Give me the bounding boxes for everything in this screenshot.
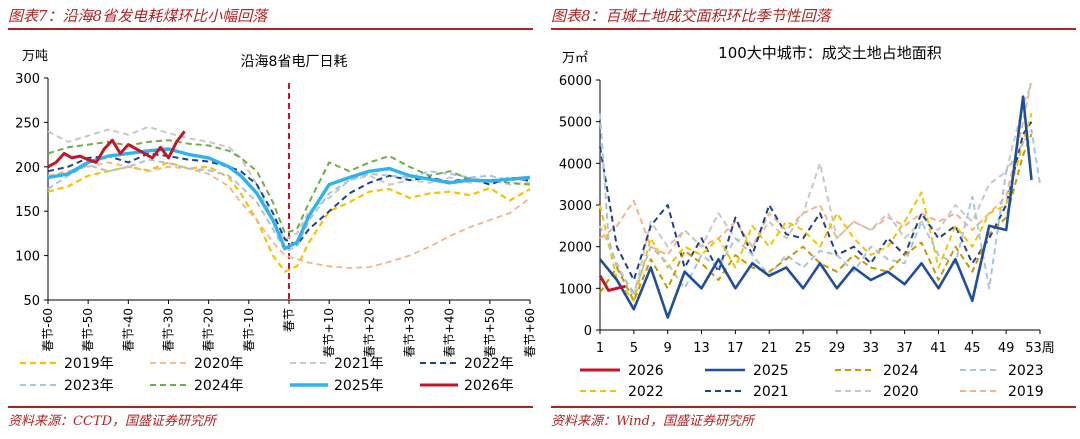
y-tick-label: 4000	[559, 157, 592, 172]
legend-label-2019: 2019	[1008, 384, 1044, 400]
y-tick-label: 5000	[559, 116, 592, 131]
x-tick-label: 春节-60	[41, 308, 55, 352]
left-title-rule	[8, 28, 533, 30]
legend-label-2025年: 2025年	[334, 378, 384, 394]
x-tick-label: 17	[727, 341, 744, 356]
series-line-2019年	[47, 161, 531, 273]
x-tick-label: 春节-10	[242, 308, 256, 352]
right-title-rule	[551, 28, 1076, 30]
x-tick-label: 45	[964, 341, 981, 356]
legend-label-2020年: 2020年	[194, 356, 244, 372]
left-figure-title: 图表7：沿海8省发电耗煤环比小幅回落	[8, 7, 268, 25]
land-transaction-chart: 万㎡ 100大中城市：成交土地占地面积 0 1000 2000 3000 4000 5000 6…	[559, 44, 1055, 400]
x-tick-label: 25	[795, 341, 812, 356]
legend-label-2025: 2025	[753, 363, 789, 379]
coal-consumption-chart: 万吨 沿海8省电厂日耗 50 100 150 200 250 300 春节-60 春节-50 春节-…	[15, 49, 537, 394]
x-tick-label: 春节-40	[121, 308, 135, 352]
legend-label-2022年: 2022年	[464, 356, 514, 372]
series-line-2021	[599, 121, 1033, 281]
x-tick-label: 53周	[1025, 341, 1055, 356]
series-line-2026年	[47, 130, 186, 169]
series-line-2023年	[47, 158, 531, 253]
y-tick-label: 50	[23, 294, 40, 309]
y-tick-label: 250	[15, 116, 40, 131]
legend-label-2024: 2024	[883, 363, 919, 379]
series-line-2021年	[47, 125, 531, 241]
x-tick-label: 春节+40	[443, 308, 457, 357]
y-axis-unit: 万吨	[22, 49, 48, 64]
legend-label-2023年: 2023年	[64, 378, 114, 394]
x-tick-label: 春节+30	[403, 308, 417, 357]
x-tick-label: 春节-20	[202, 308, 216, 352]
y-tick-label: 6000	[559, 74, 592, 89]
x-tick-label: 49	[998, 341, 1015, 356]
series-line-2023	[599, 113, 1041, 294]
series-line-2025	[598, 95, 1033, 319]
chart-title: 100大中城市：成交土地占地面积	[718, 44, 942, 62]
x-tick-label: 33	[862, 341, 879, 356]
y-axis-unit: 万㎡	[562, 51, 588, 66]
x-tick-label: 春节	[282, 308, 296, 332]
x-tick-label: 春节+60	[523, 308, 537, 357]
left-footer-rule	[8, 406, 533, 408]
legend-label-2026: 2026	[628, 363, 664, 379]
legend-label-2021: 2021	[753, 384, 789, 400]
series-line-2025年	[47, 147, 531, 251]
series-line-2024	[599, 133, 1033, 302]
x-tick-label: 41	[930, 341, 947, 356]
y-tick-label: 100	[15, 250, 40, 265]
y-tick-label: 0	[584, 324, 592, 339]
y-tick-label: 2000	[559, 241, 592, 256]
y-tick-label: 300	[15, 72, 40, 87]
legend-label-2019年: 2019年	[64, 356, 114, 372]
x-tick-label: 37	[896, 341, 913, 356]
legend-label-2026年: 2026年	[464, 378, 514, 394]
legend-label-2024年: 2024年	[194, 378, 244, 394]
x-tick-label: 29	[829, 341, 846, 356]
y-tick-label: 200	[15, 161, 40, 176]
chart-title: 沿海8省电厂日耗	[241, 54, 348, 70]
legend-label-2020: 2020	[883, 384, 919, 400]
x-tick-label: 1	[596, 341, 604, 356]
x-tick-label: 春节-30	[162, 308, 176, 352]
right-footer-rule	[551, 406, 1076, 408]
x-tick-label: 春节+50	[483, 308, 497, 357]
right-source-note: 资料来源：Wind，国盛证券研究所	[551, 414, 754, 429]
x-tick-label: 9	[664, 341, 672, 356]
series-line-2020	[599, 83, 1033, 298]
y-tick-label: 3000	[559, 199, 592, 214]
x-tick-label: 21	[761, 341, 778, 356]
series-line-2026	[598, 275, 626, 292]
x-tick-label: 13	[693, 341, 710, 356]
legend-label-2023: 2023	[1008, 363, 1044, 379]
x-tick-label: 春节+20	[362, 308, 376, 357]
x-tick-label: 5	[630, 341, 638, 356]
y-tick-label: 1000	[559, 282, 592, 297]
legend-label-2022: 2022	[628, 384, 664, 400]
legend-label-2021年: 2021年	[334, 356, 384, 372]
x-tick-label: 春节-50	[81, 308, 95, 352]
series-line-2019	[599, 79, 1033, 256]
series-line-2022	[599, 113, 1033, 302]
y-tick-label: 150	[15, 205, 40, 220]
series-line-2020年	[47, 161, 531, 269]
series-line-2022年	[47, 152, 531, 246]
x-tick-label: 春节+10	[322, 308, 336, 357]
right-figure-title: 图表8：百城土地成交面积环比季节性回落	[551, 7, 831, 25]
left-source-note: 资料来源：CCTD，国盛证券研究所	[8, 414, 216, 429]
